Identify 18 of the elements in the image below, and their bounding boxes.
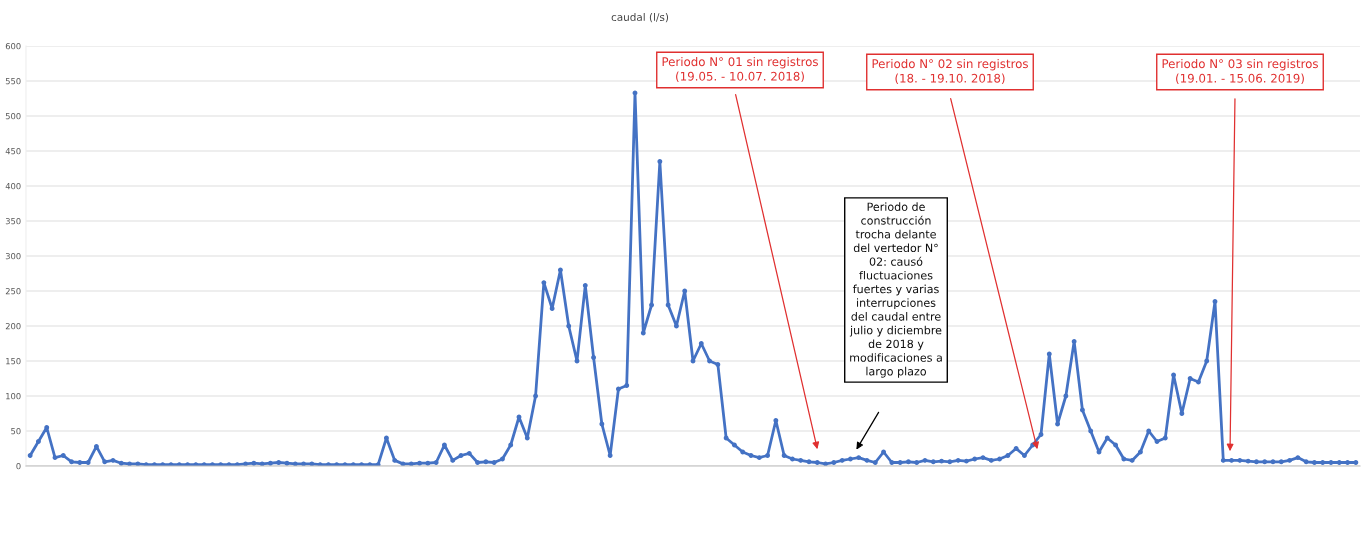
y-tick-label: 350 — [5, 217, 21, 225]
y-tick-label: 150 — [6, 357, 21, 365]
y-tick-label: 550 — [5, 77, 21, 85]
y-tick-label: 500 — [5, 112, 21, 120]
chart-title: caudal (l/s) — [611, 12, 669, 23]
y-tick-label: 600 — [5, 42, 21, 50]
annotation: Periodo N° 03 sin registros (19.01. - 15.06. 2019) — [1162, 59, 1318, 85]
y-tick-label: 450 — [5, 147, 21, 155]
y-tick-label: 0 — [16, 462, 21, 470]
y-tick-label: 400 — [5, 182, 21, 190]
y-tick-label: 50 — [11, 427, 21, 435]
annotation: Periodo N° 02 sin registros (18. - 19.10. 2018) — [872, 59, 1028, 85]
y-tick-label: 250 — [5, 287, 21, 295]
y-tick-label: 200 — [5, 322, 21, 330]
y-tick-label: 100 — [6, 392, 21, 400]
text: Periodo de construcción trocha delante del vertedor N° 02: causó fluctuaciones fuertes y varias interrupciones del caudal entre julio y diciembre de 2018 y modificaciones a largo plazo — [849, 202, 942, 378]
y-tick-label: 300 — [5, 252, 21, 260]
annotation: Periodo N° 01 sin registros (19.05. - 10.07. 2018) — [662, 57, 818, 83]
